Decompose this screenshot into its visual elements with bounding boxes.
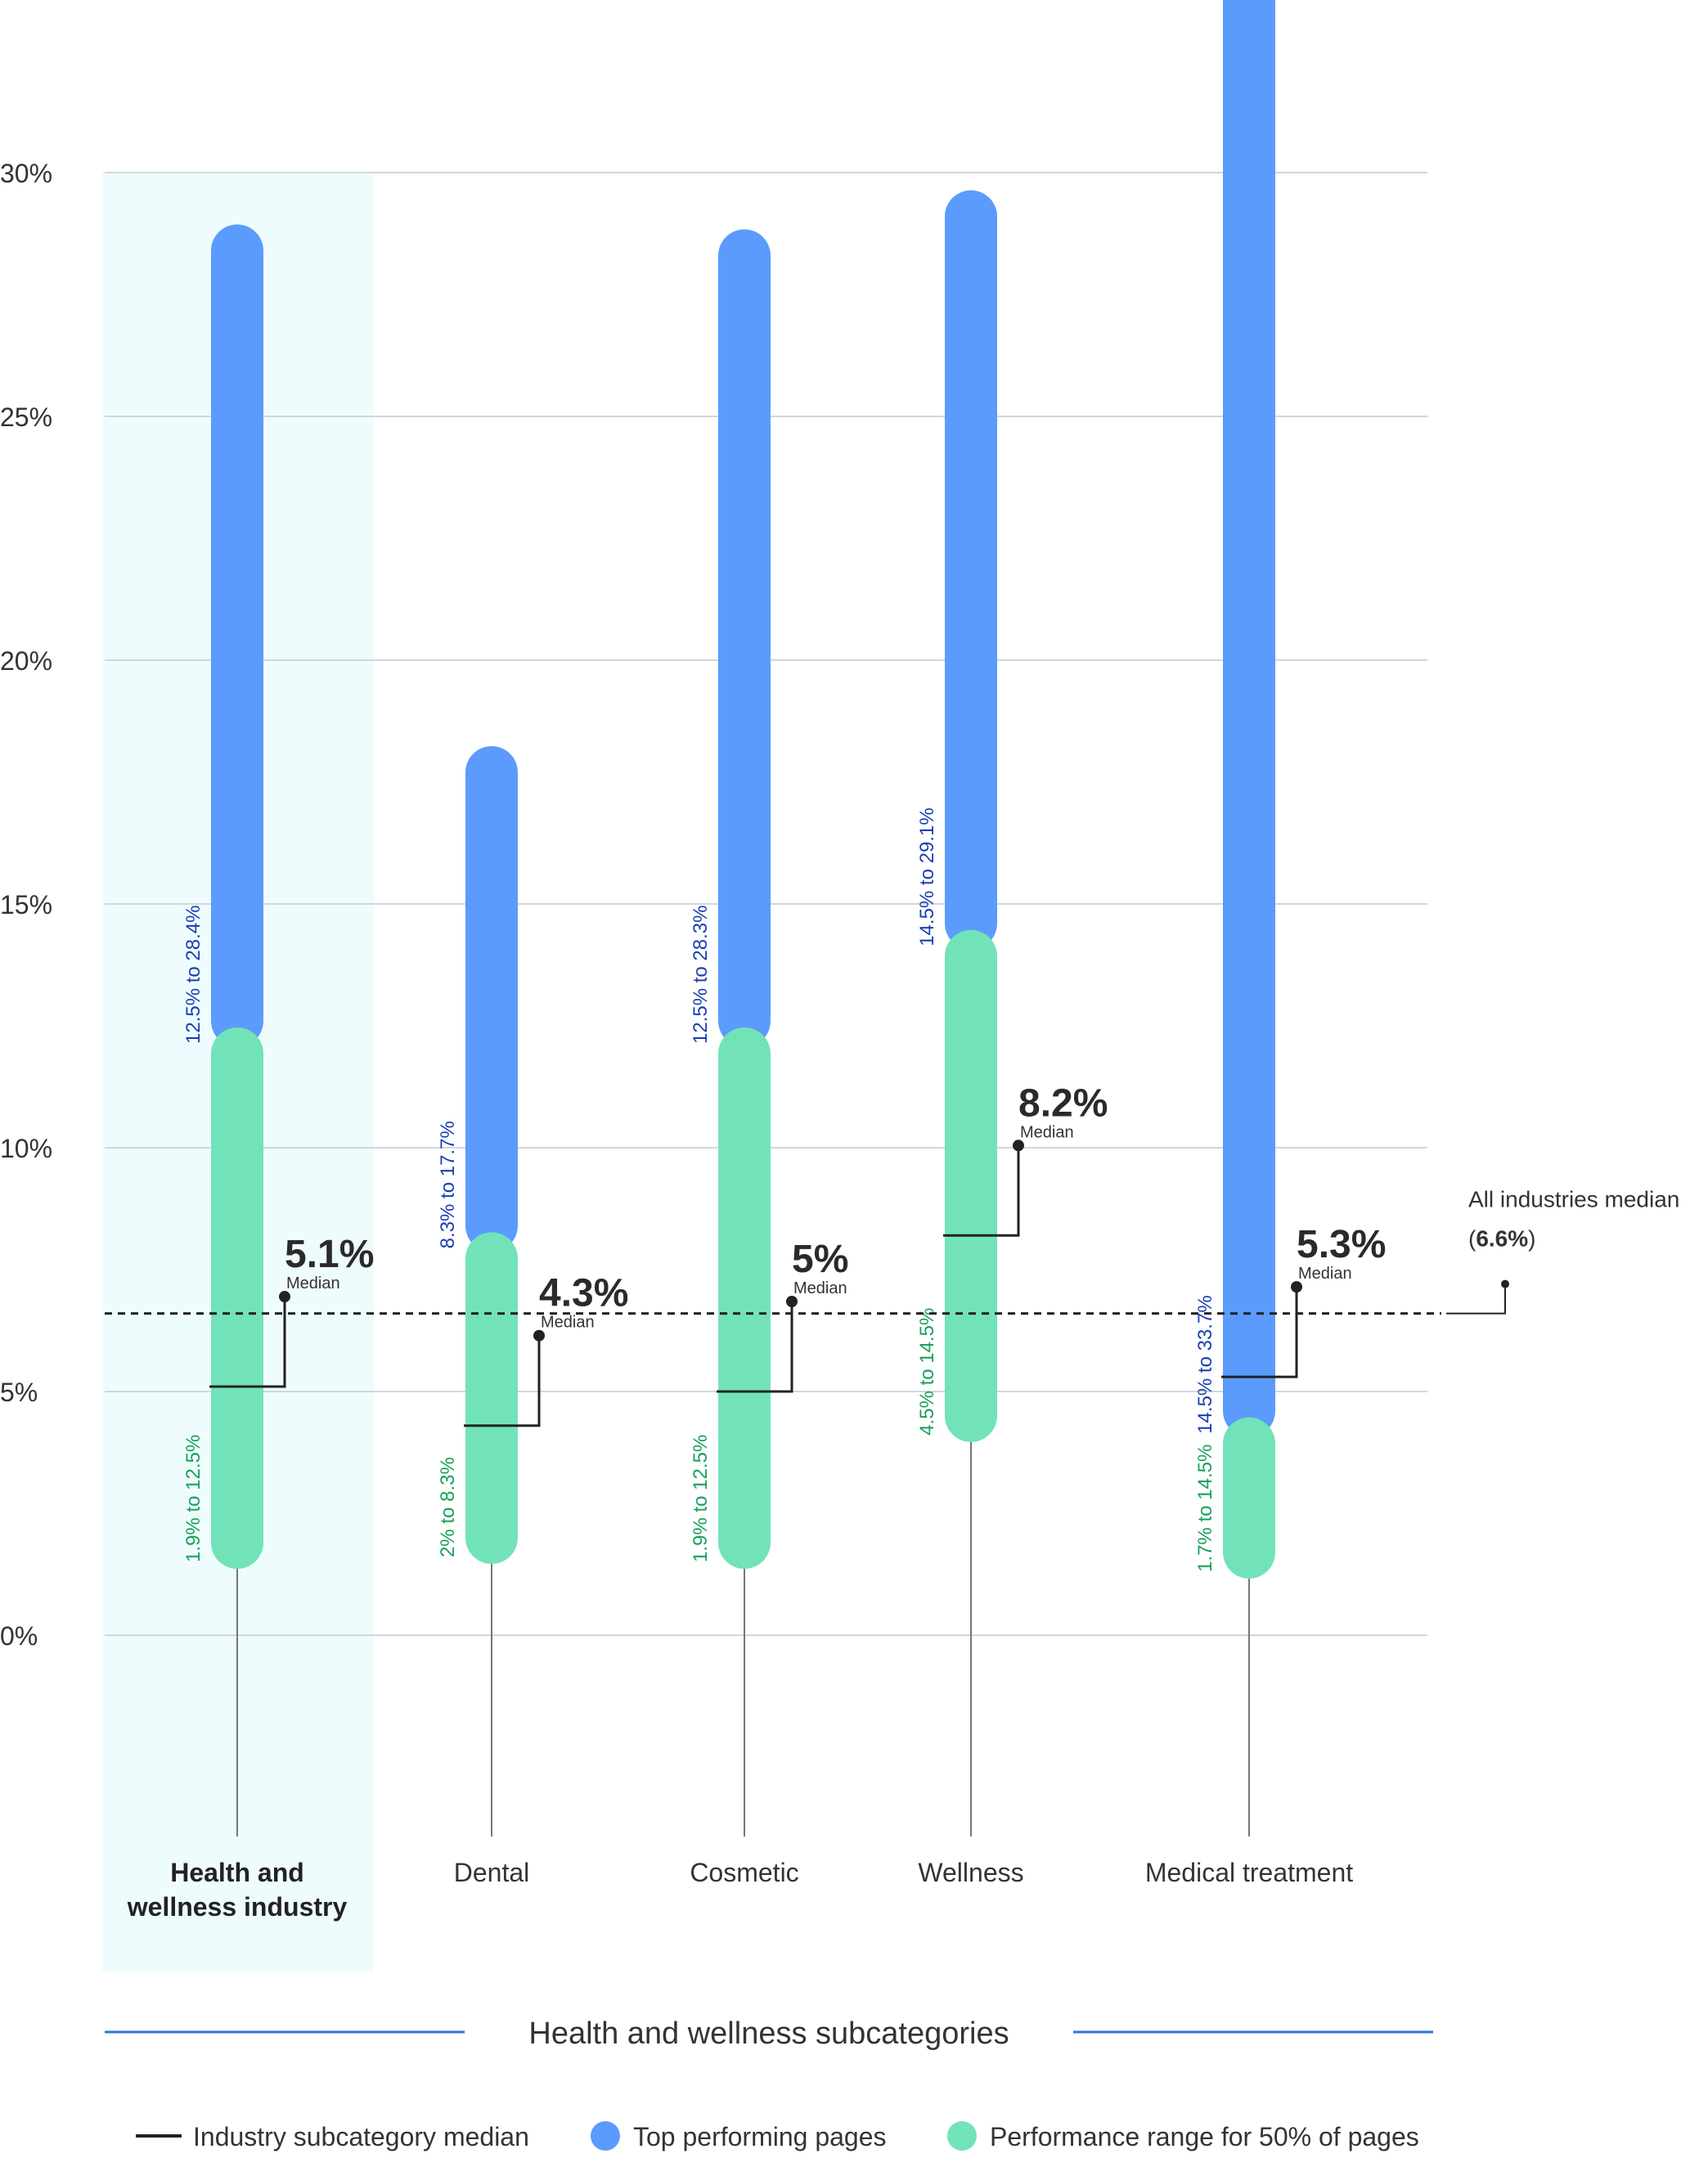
category-columns: 12.5% to 28.4%1.9% to 12.5%5.1%MedianHea… (127, 0, 1386, 1922)
legend-range-circle-icon (947, 2121, 977, 2151)
top-performing-bar (945, 190, 997, 950)
all-industries-value: (6.6%) (1468, 1226, 1535, 1252)
category-column: 14.5% to 33.7% 1.7% to 14.5% 5.3%Median Med… (1145, 0, 1386, 1887)
top-range-label: 12.5% to 28.4% (182, 906, 205, 1044)
category-label: Dental (454, 1858, 530, 1887)
median-word-label: Median (1020, 1123, 1074, 1141)
median-value-label: 4.3% (539, 1272, 628, 1315)
median-leader-line (464, 1335, 541, 1427)
median-leader-line (209, 1297, 286, 1388)
median-value-label: 5.3% (1297, 1223, 1386, 1266)
y-tick-label: 30% (0, 159, 52, 188)
top-performing-bar (211, 224, 263, 1047)
median-leader-line (1221, 1287, 1298, 1378)
top-performing-bar (465, 746, 518, 1252)
median-word-label: Median (286, 1275, 340, 1293)
category-label-line: wellness industry (127, 1892, 348, 1922)
legend-top-label: Top performing pages (633, 2122, 887, 2151)
top-range-label: 12.5% to 28.3% (690, 906, 712, 1044)
all-industries-value-paren: ) (1528, 1226, 1535, 1252)
all-industries-leader (1446, 1284, 1506, 1315)
top-performing-bar (718, 229, 771, 1047)
median-dot (279, 1291, 290, 1303)
median-dot (533, 1329, 545, 1342)
median-leader-line (717, 1302, 793, 1393)
category-label-line: Medical treatment (1145, 1858, 1353, 1887)
legend-range-label: Performance range for 50% of pages (990, 2122, 1419, 2151)
category-label: Wellness (918, 1858, 1023, 1887)
y-tick-label: 20% (0, 646, 52, 676)
category-label: Medical treatment (1145, 1858, 1353, 1887)
category-column: 12.5% to 28.4% 1.9% to 12.5% 5.1%Median Hea… (127, 224, 374, 1922)
top-range-label: 14.5% to 29.1% (916, 807, 938, 946)
y-tick-label: 15% (0, 890, 52, 919)
all-industries-median: All industries median (6.6%) (105, 1187, 1679, 1315)
median-dot (786, 1296, 798, 1307)
range50-bar (945, 929, 997, 1442)
range50-bar (718, 1027, 771, 1569)
category-label: Health and wellness industry (127, 1858, 348, 1922)
category-label-line: Wellness (918, 1858, 1023, 1887)
median-leader-line (943, 1145, 1020, 1237)
range50-label: 2% to 8.3% (437, 1457, 459, 1558)
x-axis-title: Health and wellness subcategories (528, 2016, 1009, 2051)
all-industries-label: All industries median (1468, 1187, 1679, 1212)
all-industries-value-paren: ( (1468, 1226, 1477, 1252)
top-performing-bar (1223, 0, 1275, 1437)
range50-label: 1.9% to 12.5% (690, 1435, 712, 1562)
median-word-label: Median (541, 1314, 595, 1332)
y-axis-ticks: 30% 25% 20% 15% 10% 5% 0% (0, 159, 52, 1651)
legend-median-label: Industry subcategory median (193, 2122, 529, 2151)
all-industries-value-number: 6.6% (1476, 1226, 1528, 1252)
category-column: 8.3% to 17.7% 2% to 8.3% 4.3%Median Dental (437, 746, 628, 1887)
category-column: 12.5% to 28.3% 1.9% to 12.5% 5%Median Cosme… (690, 229, 848, 1887)
category-label-line: Health and (170, 1858, 304, 1887)
category-column: 14.5% to 29.1% 4.5% to 14.5% 8.2%Median Wel… (916, 190, 1108, 1887)
median-value-label: 5.1% (285, 1233, 374, 1276)
median-value-label: 8.2% (1018, 1081, 1108, 1125)
range50-label: 1.9% to 12.5% (182, 1435, 205, 1562)
y-tick-label: 25% (0, 402, 52, 432)
y-tick-label: 5% (0, 1378, 38, 1407)
range50-bar (465, 1232, 518, 1564)
range50-label: 1.7% to 14.5% (1194, 1445, 1216, 1572)
median-value-label: 5% (792, 1238, 848, 1281)
all-industries-dot (1501, 1279, 1509, 1288)
category-label-line: Cosmetic (690, 1858, 798, 1887)
range50-label: 4.5% to 14.5% (916, 1308, 938, 1436)
y-tick-label: 10% (0, 1134, 52, 1163)
top-range-label: 14.5% to 33.7% (1194, 1295, 1216, 1433)
legend: Industry subcategory median Top performi… (136, 2121, 1419, 2151)
median-dot (1291, 1281, 1302, 1293)
median-word-label: Median (1298, 1265, 1352, 1283)
y-tick-label: 0% (0, 1621, 38, 1651)
legend-top-circle-icon (591, 2121, 620, 2151)
category-label: Cosmetic (690, 1858, 798, 1887)
median-dot (1013, 1140, 1024, 1152)
top-range-label: 8.3% to 17.7% (437, 1121, 459, 1248)
range50-bar (211, 1027, 263, 1569)
category-label-line: Dental (454, 1858, 530, 1887)
range50-bar (1223, 1417, 1275, 1579)
median-word-label: Median (793, 1279, 847, 1297)
